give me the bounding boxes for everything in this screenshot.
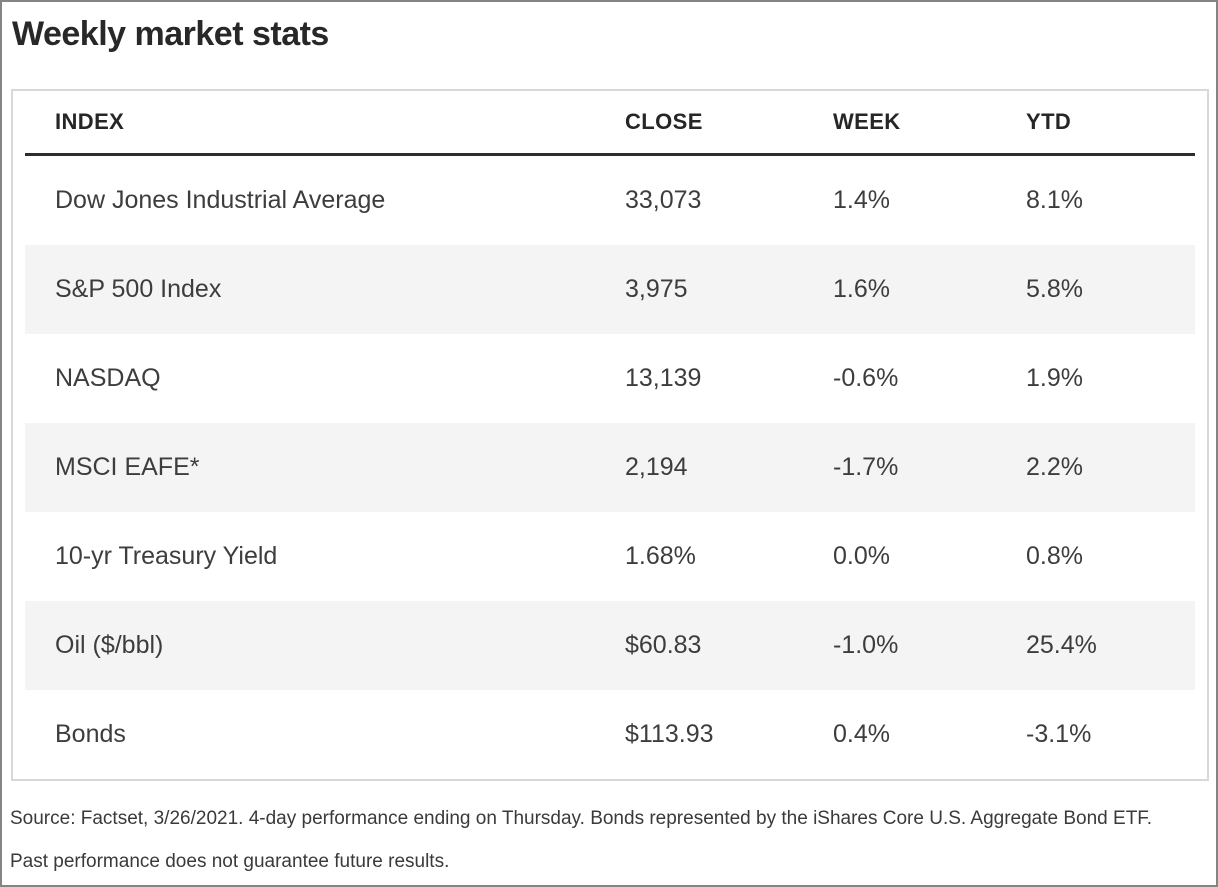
close-value: $60.83 xyxy=(625,631,702,659)
table-row-msci-eafe: MSCI EAFE* 2,194 -1.7% 2.2% xyxy=(25,423,1195,512)
ytd-change: 5.8% xyxy=(1026,275,1083,303)
table-row-oil: Oil ($/bbl) $60.83 -1.0% 25.4% xyxy=(25,601,1195,690)
week-change: -1.7% xyxy=(833,453,899,481)
ytd-change: 8.1% xyxy=(1026,186,1083,214)
week-change: -1.0% xyxy=(833,631,899,659)
table-row-bonds: Bonds $113.93 0.4% -3.1% xyxy=(25,690,1195,779)
week-change: 0.4% xyxy=(833,720,890,748)
close-value: 33,073 xyxy=(625,186,702,214)
table-row-sp500: S&P 500 Index 3,975 1.6% 5.8% xyxy=(25,245,1195,334)
column-header-week: WEEK xyxy=(833,109,901,134)
ytd-change: -3.1% xyxy=(1026,720,1092,748)
ytd-change: 2.2% xyxy=(1026,453,1083,481)
index-name: 10-yr Treasury Yield xyxy=(55,542,278,570)
source-note: Source: Factset, 3/26/2021. 4-day perfor… xyxy=(10,806,1153,885)
table-row-10yr-treasury: 10-yr Treasury Yield 1.68% 0.0% 0.8% xyxy=(25,512,1195,601)
table-row-dow-jones: Dow Jones Industrial Average 33,073 1.4%… xyxy=(25,156,1195,245)
column-header-index: INDEX xyxy=(55,109,125,134)
week-change: 1.4% xyxy=(833,186,890,214)
page-title: Weekly market stats xyxy=(12,15,329,53)
column-header-ytd: YTD xyxy=(1026,109,1072,134)
index-name: Bonds xyxy=(55,720,126,748)
close-value: $113.93 xyxy=(625,720,714,748)
table-header-row: INDEX CLOSE WEEK YTD xyxy=(25,91,1195,156)
close-value: 13,139 xyxy=(625,364,702,392)
week-change: 1.6% xyxy=(833,275,890,303)
close-value: 2,194 xyxy=(625,453,688,481)
source-note-line2: Past performance does not guarantee futu… xyxy=(10,851,450,872)
index-name: S&P 500 Index xyxy=(55,275,222,303)
index-name: Oil ($/bbl) xyxy=(55,631,164,659)
market-stats-table: INDEX CLOSE WEEK YTD Dow Jones Industria… xyxy=(11,89,1209,781)
index-name: MSCI EAFE* xyxy=(55,453,200,481)
table-row-nasdaq: NASDAQ 13,139 -0.6% 1.9% xyxy=(25,334,1195,423)
close-value: 3,975 xyxy=(625,275,688,303)
ytd-change: 25.4% xyxy=(1026,631,1097,659)
ytd-change: 1.9% xyxy=(1026,364,1083,392)
column-header-close: CLOSE xyxy=(625,109,703,134)
index-name: NASDAQ xyxy=(55,364,161,392)
week-change: -0.6% xyxy=(833,364,899,392)
close-value: 1.68% xyxy=(625,542,696,570)
index-name: Dow Jones Industrial Average xyxy=(55,186,386,214)
week-change: 0.0% xyxy=(833,542,890,570)
source-note-line1: Source: Factset, 3/26/2021. 4-day perfor… xyxy=(10,808,1153,829)
ytd-change: 0.8% xyxy=(1026,542,1083,570)
